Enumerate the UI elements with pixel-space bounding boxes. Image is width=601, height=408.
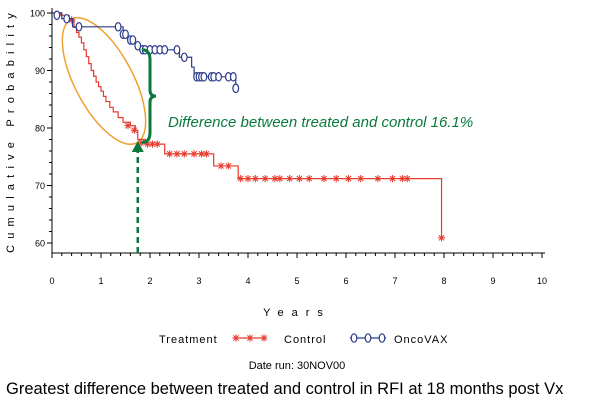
asterisk-marker: [124, 122, 132, 130]
legend-title: Treatment: [159, 334, 218, 346]
difference-brace: [141, 48, 157, 144]
circle-marker: [114, 21, 122, 32]
legend-swatch-oncovax: [350, 333, 386, 343]
highlight-ellipse-layer: [61, 16, 147, 146]
asterisk-marker: [357, 175, 365, 183]
x-tick-label: 6: [343, 276, 348, 286]
figure-caption: Greatest difference between treated and …: [6, 380, 564, 398]
asterisk-marker: [295, 175, 304, 183]
legend-swatch-control: [232, 334, 268, 342]
asterisk-marker: [260, 334, 268, 342]
asterisk-marker: [305, 175, 313, 183]
asterisk-marker: [202, 150, 210, 158]
circle-marker: [215, 72, 223, 82]
asterisk-marker: [148, 140, 157, 148]
asterisk-marker: [68, 16, 76, 24]
y-tick-label: 70: [35, 181, 45, 191]
circle-marker: [173, 44, 181, 55]
y-tick-label: 90: [35, 66, 45, 76]
circle-marker: [180, 52, 188, 63]
x-tick-label: 1: [98, 276, 103, 286]
asterisk-marker: [437, 234, 446, 242]
y-tick-label: 100: [30, 9, 45, 19]
circle-marker: [122, 29, 129, 40]
circle-marker: [232, 83, 240, 94]
asterisk-marker: [286, 175, 294, 183]
arrow-head-icon: [131, 141, 144, 152]
circle-marker: [350, 333, 358, 343]
asterisk-marker: [173, 150, 181, 158]
asterisk-marker: [130, 126, 138, 134]
asterisk-marker: [403, 175, 411, 183]
asterisk-marker: [374, 175, 382, 183]
circle-marker: [200, 72, 208, 82]
circle-marker: [53, 10, 61, 21]
y-tick-label: 80: [35, 124, 45, 134]
legend: Treatment Control OncoVAX: [159, 333, 449, 346]
annotation-layer: Difference between treated and control 1…: [131, 48, 473, 253]
x-tick-label: 3: [196, 276, 201, 286]
x-tick-label: 9: [490, 276, 495, 286]
circle-marker: [364, 333, 372, 343]
asterisk-marker: [180, 150, 188, 158]
x-tick-label: 5: [294, 276, 299, 286]
x-tick-label: 7: [392, 276, 397, 286]
series-oncovax: [52, 10, 240, 94]
asterisk-marker: [344, 175, 353, 183]
difference-annotation: Difference between treated and control 1…: [168, 114, 473, 131]
asterisk-marker: [388, 175, 397, 183]
asterisk-marker: [232, 334, 240, 342]
series-control: [52, 12, 446, 242]
x-tick-label: 10: [537, 276, 547, 286]
asterisk-marker: [271, 175, 279, 183]
asterisk-marker: [153, 140, 161, 148]
circle-marker: [161, 44, 169, 55]
x-tick-label: 4: [245, 276, 250, 286]
chart-axes: 60 70 80 90 100 0 1 2 3 4 5 6 7 8 9 10 Years Cumulative P…: [5, 7, 547, 319]
y-tick-label: 60: [35, 239, 45, 249]
asterisk-marker: [276, 175, 284, 183]
asterisk-marker: [137, 139, 145, 147]
circle-marker: [63, 13, 71, 24]
asterisk-marker: [190, 150, 198, 158]
x-tick-label: 2: [147, 276, 152, 286]
asterisk-marker: [246, 334, 254, 342]
legend-label-oncovax: OncoVAX: [394, 334, 449, 346]
y-axis-title: Cumulative Probability: [5, 7, 17, 253]
asterisk-marker: [237, 175, 245, 183]
asterisk-marker: [244, 175, 252, 183]
asterisk-marker: [217, 162, 225, 170]
km-step-line: [52, 12, 443, 238]
highlight-ellipse: [61, 16, 147, 146]
date-run-label: Date run: 30NOV00: [249, 360, 346, 372]
asterisk-marker: [398, 175, 406, 183]
series-layer: [52, 10, 446, 242]
circle-marker: [378, 333, 386, 343]
asterisk-marker: [166, 150, 174, 158]
circle-marker: [75, 21, 83, 32]
x-tick-label: 8: [441, 276, 446, 286]
asterisk-marker: [143, 140, 152, 148]
asterisk-marker: [224, 162, 232, 170]
x-tick-label: 0: [49, 276, 54, 286]
asterisk-marker: [320, 175, 328, 183]
asterisk-marker: [197, 150, 206, 158]
circle-marker: [129, 35, 137, 45]
asterisk-marker: [261, 175, 269, 183]
circle-marker: [229, 72, 237, 82]
legend-label-control: Control: [284, 334, 326, 346]
asterisk-marker: [332, 175, 340, 183]
x-axis-title: Years: [263, 307, 331, 319]
asterisk-marker: [251, 175, 259, 183]
